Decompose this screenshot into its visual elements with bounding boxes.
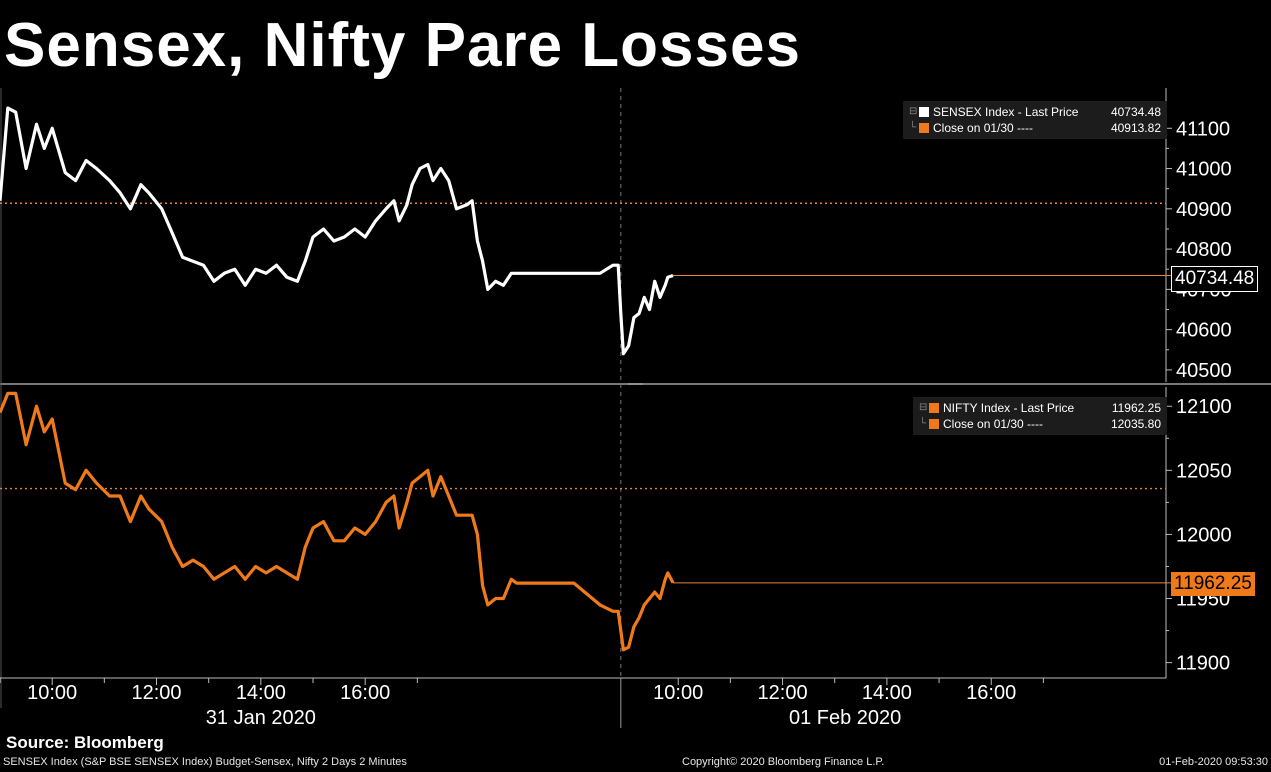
x-day-label: 01 Feb 2020 bbox=[789, 707, 901, 729]
tree-branch-icon: └ bbox=[919, 418, 927, 429]
x-tick-label: 12:00 bbox=[758, 682, 808, 704]
close-swatch bbox=[919, 123, 929, 133]
legend-last-label: NIFTY Index - Last Price bbox=[943, 401, 1075, 415]
legend-last-value: 40734.48 bbox=[1110, 105, 1161, 119]
sensex-y-tick-label: 40500 bbox=[1176, 360, 1232, 382]
x-tick-label: 10:00 bbox=[27, 682, 77, 704]
nifty-last-price-label: 11962.25 bbox=[1171, 572, 1255, 596]
sensex-swatch bbox=[919, 107, 929, 117]
x-tick-label: 14:00 bbox=[862, 682, 912, 704]
legend-last-label: SENSEX Index - Last Price bbox=[933, 105, 1079, 119]
close-swatch bbox=[929, 419, 939, 429]
collapse-icon[interactable]: ⊟ bbox=[919, 402, 928, 413]
legend-close-value: 12035.80 bbox=[1110, 417, 1161, 431]
legend-close-label: Close on 01/30 ---- bbox=[943, 417, 1044, 431]
x-tick-label: 14:00 bbox=[236, 682, 286, 704]
nifty-y-tick-label: 12100 bbox=[1176, 396, 1232, 418]
sensex-y-tick-label: 40600 bbox=[1176, 320, 1232, 342]
sensex-y-tick-label: 40800 bbox=[1176, 239, 1232, 261]
nifty-y-tick-label: 12000 bbox=[1176, 524, 1232, 546]
chart-title: Sensex, Nifty Pare Losses bbox=[4, 11, 801, 80]
legend-last-value: 11962.25 bbox=[1111, 401, 1161, 415]
sensex-last-price-label: 40734.48 bbox=[1171, 266, 1259, 292]
footer-copyright: Copyright© 2020 Bloomberg Finance L.P. bbox=[682, 756, 885, 768]
legend-close-label: Close on 01/30 ---- bbox=[933, 121, 1034, 135]
legend-close-value: 40913.82 bbox=[1110, 121, 1161, 135]
sensex-y-tick-label: 40900 bbox=[1176, 199, 1232, 221]
x-tick-label: 10:00 bbox=[653, 682, 703, 704]
sensex-panel: 41100410004090040800407004060040500 bbox=[0, 88, 1232, 382]
source-note: Source: Bloomberg bbox=[6, 733, 164, 752]
sensex-y-tick-label: 41100 bbox=[1176, 118, 1230, 140]
nifty-price-line bbox=[0, 391, 675, 652]
x-tick-label: 16:00 bbox=[340, 682, 390, 704]
nifty-y-tick-label: 12050 bbox=[1176, 460, 1232, 482]
nifty-legend: ⊟ NIFTY Index - Last Price 11962.25 └ Cl… bbox=[913, 397, 1167, 435]
nifty-y-tick-label: 11900 bbox=[1176, 653, 1230, 675]
x-tick-label: 16:00 bbox=[966, 682, 1016, 704]
x-axis: 10:00 12:00 14:00 16:00 10:00 12:00 14:00 16:00… bbox=[0, 677, 1166, 729]
x-day-label: 31 Jan 2020 bbox=[206, 707, 316, 729]
tree-branch-icon: └ bbox=[909, 122, 917, 133]
collapse-icon[interactable]: ⊟ bbox=[909, 106, 918, 117]
x-tick-label: 12:00 bbox=[131, 682, 181, 704]
footer-description: SENSEX Index (S&P BSE SENSEX Index) Budg… bbox=[3, 756, 407, 768]
sensex-legend: ⊟ SENSEX Index - Last Price 40734.48 └ C… bbox=[903, 101, 1167, 139]
sensex-y-tick-label: 41000 bbox=[1176, 159, 1232, 181]
footer-timestamp: 01-Feb-2020 09:53:30 bbox=[1159, 756, 1268, 768]
nifty-swatch bbox=[929, 403, 939, 413]
sensex-price-line bbox=[0, 106, 674, 356]
